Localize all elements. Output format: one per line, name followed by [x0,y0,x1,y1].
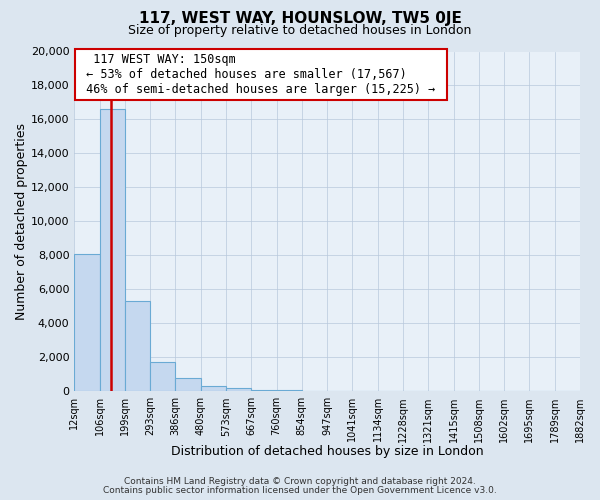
Bar [200,386,226,392]
Bar [100,110,125,392]
Y-axis label: Number of detached properties: Number of detached properties [15,123,28,320]
Text: Size of property relative to detached houses in London: Size of property relative to detached ho… [128,24,472,37]
Text: 117 WEST WAY: 150sqm  
 ← 53% of detached houses are smaller (17,567) 
 46% of s: 117 WEST WAY: 150sqm ← 53% of detached h… [79,53,443,96]
Bar [74,254,100,392]
Text: 117, WEST WAY, HOUNSLOW, TW5 0JE: 117, WEST WAY, HOUNSLOW, TW5 0JE [139,11,461,26]
Bar [251,390,277,392]
Bar [150,362,175,392]
Bar [175,378,200,392]
X-axis label: Distribution of detached houses by size in London: Distribution of detached houses by size … [171,444,484,458]
Bar [226,388,251,392]
Bar [277,390,302,392]
Text: Contains HM Land Registry data © Crown copyright and database right 2024.: Contains HM Land Registry data © Crown c… [124,477,476,486]
Text: Contains public sector information licensed under the Open Government Licence v3: Contains public sector information licen… [103,486,497,495]
Bar [125,302,150,392]
